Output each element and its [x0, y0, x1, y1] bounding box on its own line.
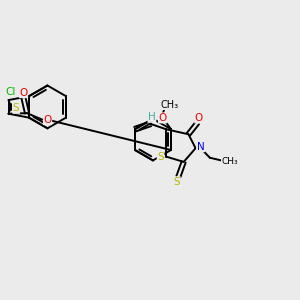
Text: H: H [148, 112, 156, 122]
Text: S: S [13, 103, 20, 113]
Text: O: O [158, 113, 167, 123]
Text: O: O [19, 88, 28, 98]
Text: Cl: Cl [5, 87, 15, 97]
Text: O: O [195, 113, 203, 123]
Text: CH₃: CH₃ [221, 157, 238, 166]
Text: S: S [157, 152, 164, 161]
Text: N: N [197, 142, 205, 152]
Text: O: O [44, 115, 52, 125]
Text: S: S [173, 177, 180, 187]
Text: CH₃: CH₃ [160, 100, 178, 110]
